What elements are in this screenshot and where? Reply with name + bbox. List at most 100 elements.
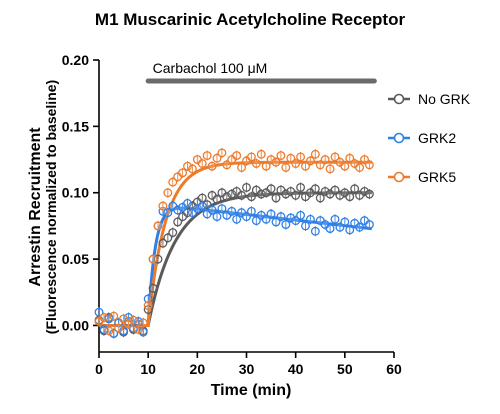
data-point xyxy=(212,212,222,222)
legend-label: GRK5 xyxy=(418,169,456,185)
data-point xyxy=(360,186,369,196)
legend-swatch-marker xyxy=(393,93,405,105)
data-point xyxy=(286,213,296,223)
data-point xyxy=(237,163,247,172)
data-point xyxy=(143,301,153,310)
data-point xyxy=(246,152,256,162)
data-point xyxy=(246,206,256,216)
data-point xyxy=(183,198,192,208)
data-point xyxy=(310,149,320,159)
fit-curve-grk5 xyxy=(99,160,372,327)
data-point xyxy=(99,313,109,322)
data-point xyxy=(222,192,232,202)
data-point xyxy=(109,311,119,321)
data-point xyxy=(197,193,207,203)
y-tick-label: 0.20 xyxy=(62,52,89,68)
data-point xyxy=(148,254,158,264)
data-point xyxy=(119,326,129,336)
data-point xyxy=(305,214,315,224)
x-axis-label: Time (min) xyxy=(211,382,292,399)
y-tick-label: 0.05 xyxy=(62,251,89,267)
data-point xyxy=(114,323,124,333)
data-point xyxy=(261,214,271,224)
data-point xyxy=(202,151,212,161)
data-point xyxy=(364,189,374,199)
data-point xyxy=(212,194,222,204)
data-point xyxy=(251,159,261,168)
data-point xyxy=(266,155,276,164)
data-point xyxy=(325,164,335,174)
data-point xyxy=(153,221,163,231)
data-point xyxy=(325,224,335,234)
data-point xyxy=(227,206,237,216)
series-grk5 xyxy=(94,147,374,336)
data-point xyxy=(320,186,330,196)
data-point xyxy=(350,184,360,194)
data-point xyxy=(207,161,217,171)
data-point xyxy=(271,157,281,167)
data-point xyxy=(291,159,301,168)
data-point xyxy=(119,314,129,324)
data-point xyxy=(222,160,232,170)
data-point xyxy=(345,192,355,202)
data-point xyxy=(227,189,237,199)
legend: No GRK GRK2 GRK5 xyxy=(388,91,471,185)
data-point xyxy=(296,182,306,192)
data-point xyxy=(286,153,296,163)
y-axis-label-secondary: (Fluorescence normalized to baseline) xyxy=(43,80,59,334)
data-point xyxy=(168,228,178,237)
data-point xyxy=(178,168,188,178)
legend-swatch-marker xyxy=(393,132,405,144)
carbachol-label: Carbachol 100 μM xyxy=(153,60,268,76)
data-point xyxy=(276,212,286,222)
x-tick-label: 10 xyxy=(140,361,156,377)
x-tick-label: 0 xyxy=(95,361,103,377)
data-point xyxy=(94,307,104,317)
x-tick-label: 40 xyxy=(288,361,304,377)
data-point xyxy=(301,161,310,171)
data-point xyxy=(183,161,192,171)
data-point xyxy=(320,155,330,164)
y-tick-label: 0.15 xyxy=(62,118,89,134)
data-point xyxy=(163,233,173,243)
x-tick-label: 50 xyxy=(337,361,353,377)
data-point xyxy=(310,226,320,236)
x-tick-label: 60 xyxy=(386,361,402,377)
data-point xyxy=(158,201,168,211)
data-point xyxy=(335,190,345,200)
data-point xyxy=(281,163,291,172)
data-point xyxy=(217,204,227,214)
legend-item-grk5: GRK5 xyxy=(388,169,456,185)
data-point xyxy=(360,155,369,164)
data-point xyxy=(266,184,276,194)
data-point xyxy=(315,160,325,170)
data-point xyxy=(138,327,148,337)
data-point xyxy=(271,217,281,227)
data-point xyxy=(148,283,158,293)
data-point xyxy=(364,160,374,170)
data-point xyxy=(168,177,178,187)
legend-swatch-marker xyxy=(393,171,405,183)
chart-title: M1 Muscarinic Acetylcholine Receptor xyxy=(95,10,406,29)
data-point xyxy=(364,220,374,230)
data-point xyxy=(173,217,183,227)
data-point xyxy=(291,216,301,226)
data-point xyxy=(256,149,266,159)
data-point xyxy=(301,221,310,231)
data-point xyxy=(345,225,355,235)
data-point xyxy=(340,217,350,227)
data-point xyxy=(197,201,207,211)
data-point xyxy=(158,238,168,248)
legend-label: GRK2 xyxy=(418,130,456,146)
data-point xyxy=(296,152,306,162)
data-point xyxy=(266,209,276,219)
data-point xyxy=(212,153,222,163)
data-point xyxy=(355,222,365,232)
data-point xyxy=(340,161,350,171)
data-point xyxy=(276,151,286,161)
data-point xyxy=(163,208,173,218)
data-point xyxy=(138,318,148,328)
data-point xyxy=(330,214,340,224)
